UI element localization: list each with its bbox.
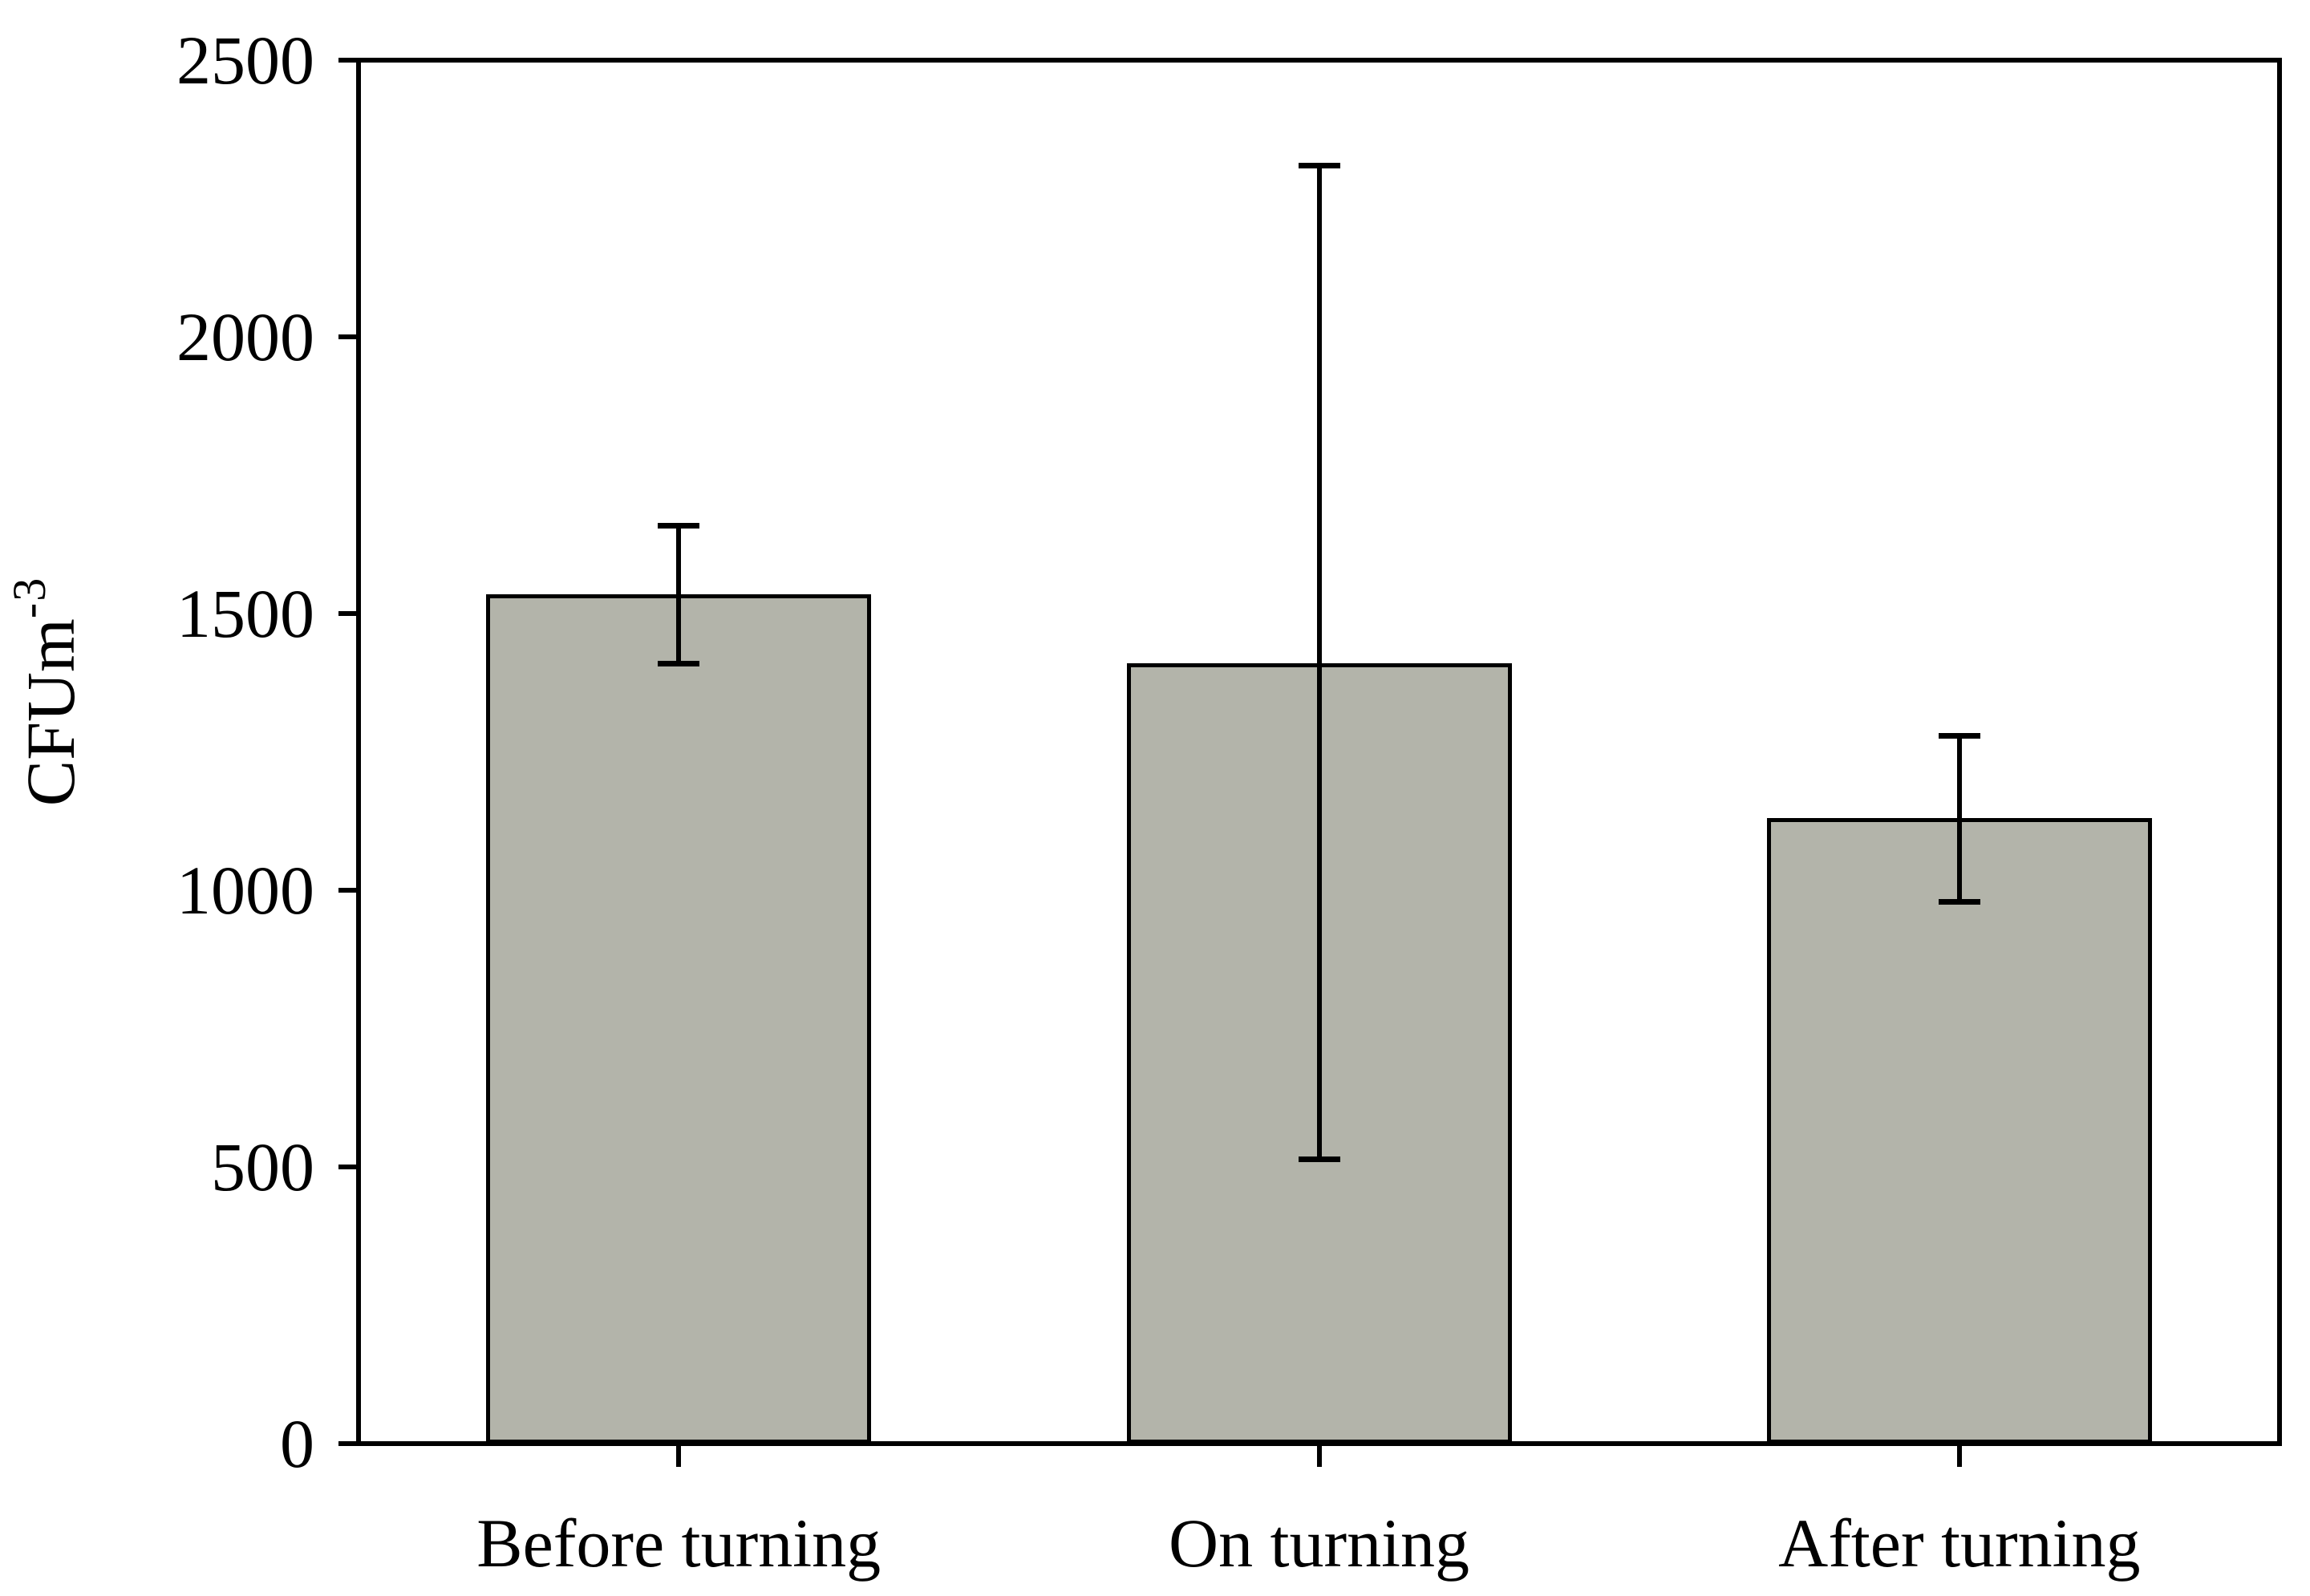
error-bar-after-turning bbox=[1956, 735, 1962, 901]
y-tick-label-1000: 1000 bbox=[176, 852, 314, 929]
x-tick-mark-after-turning bbox=[1956, 1446, 1962, 1467]
bar-before-turning bbox=[486, 593, 872, 1444]
y-tick-mark-1000 bbox=[338, 888, 359, 893]
x-category-label-before-turning: Before turning bbox=[476, 1505, 881, 1582]
error-cap-top-on-turning bbox=[1298, 163, 1340, 169]
y-tick-label-0: 0 bbox=[280, 1405, 314, 1482]
x-tick-mark-on-turning bbox=[1316, 1446, 1322, 1467]
y-tick-mark-0 bbox=[338, 1441, 359, 1446]
y-tick-label-1500: 1500 bbox=[176, 575, 314, 652]
plot-area bbox=[356, 58, 2282, 1446]
y-tick-mark-1500 bbox=[338, 611, 359, 616]
y-tick-label-2500: 2500 bbox=[176, 22, 314, 99]
error-cap-bottom-on-turning bbox=[1298, 1156, 1340, 1162]
x-category-label-on-turning: On turning bbox=[1168, 1505, 1470, 1582]
error-bar-on-turning bbox=[1316, 165, 1322, 1159]
bar-after-turning bbox=[1766, 818, 2152, 1444]
error-cap-bottom-before-turning bbox=[658, 661, 700, 667]
y-tick-mark-2000 bbox=[338, 334, 359, 339]
x-category-label-after-turning: After turning bbox=[1778, 1505, 2141, 1582]
y-tick-label-500: 500 bbox=[211, 1128, 314, 1205]
error-cap-top-after-turning bbox=[1938, 732, 1980, 739]
error-cap-bottom-after-turning bbox=[1938, 898, 1980, 905]
y-tick-mark-500 bbox=[338, 1165, 359, 1169]
y-tick-label-2000: 2000 bbox=[176, 298, 314, 375]
error-bar-before-turning bbox=[676, 525, 682, 664]
x-tick-mark-before-turning bbox=[676, 1446, 682, 1467]
error-cap-top-before-turning bbox=[658, 522, 700, 529]
y-tick-mark-2500 bbox=[338, 58, 359, 63]
